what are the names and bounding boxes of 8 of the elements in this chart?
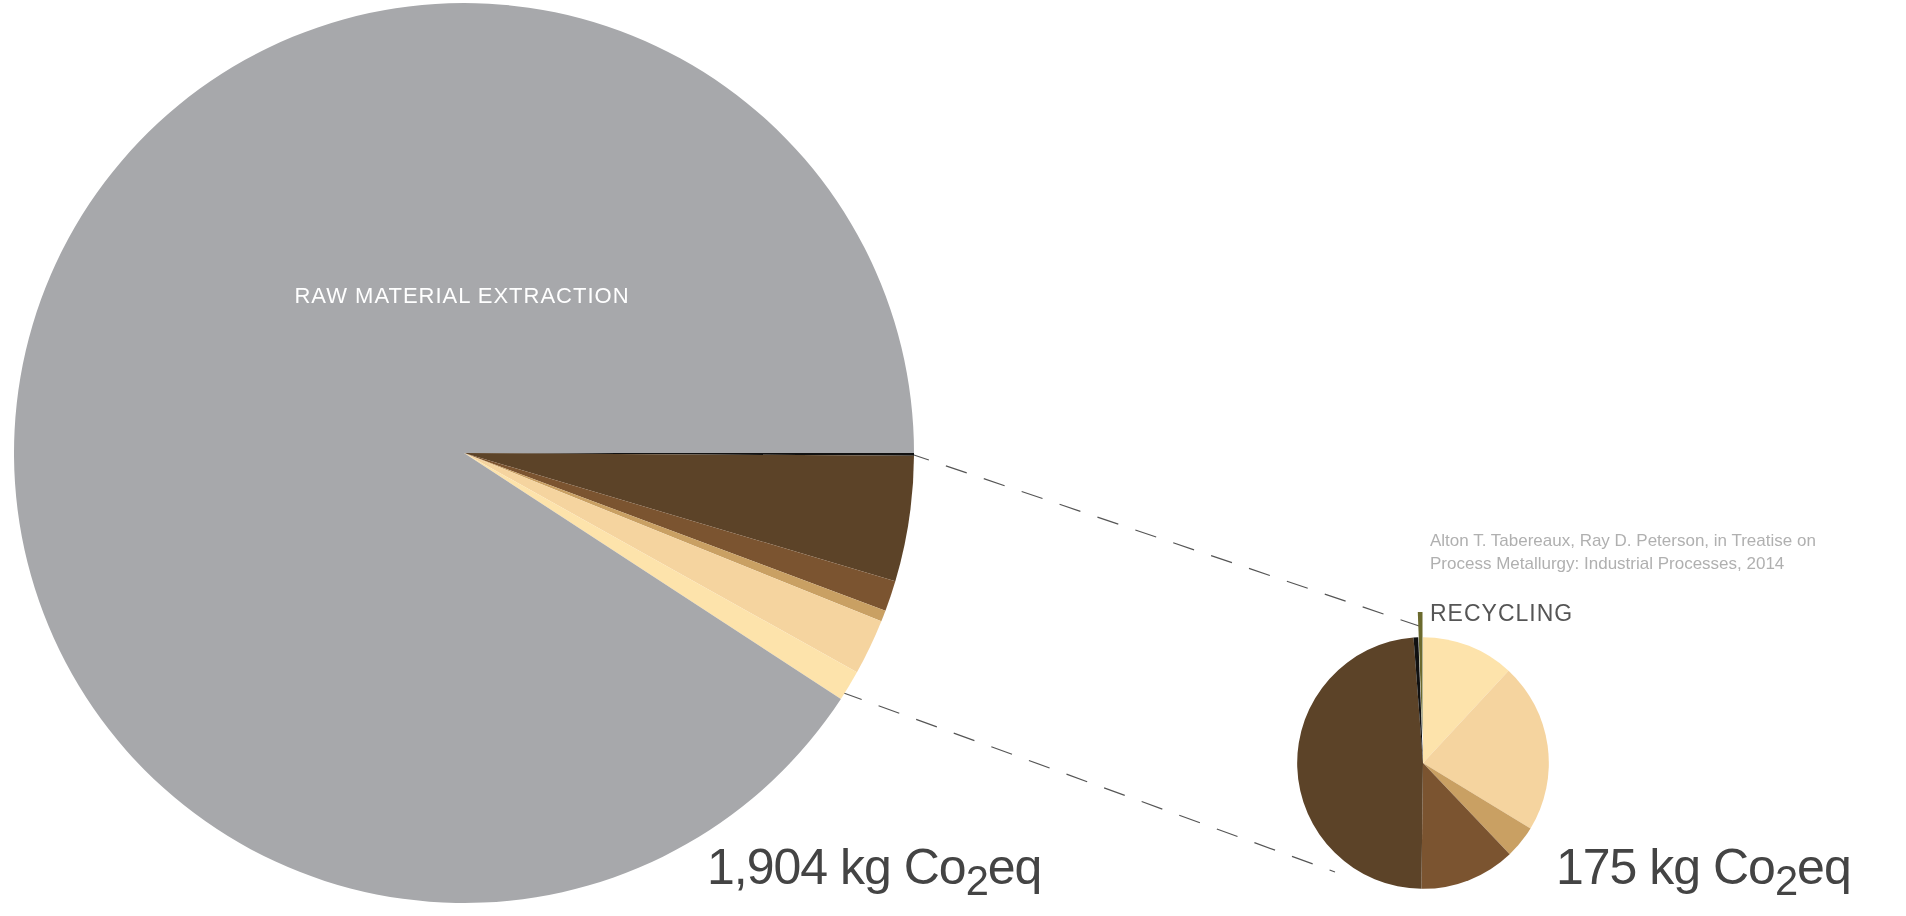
pie-slice [464, 453, 914, 582]
pie-slice [464, 453, 882, 673]
text: 1,904 kg Co$_{2}$eq [707, 838, 1042, 905]
text: 175 kg Co$_{2}$eq [1556, 838, 1851, 905]
slice-label: RECYCLING [1430, 600, 1574, 627]
slice-label: RAW MATERIAL EXTRACTION [294, 283, 630, 309]
text: Alton T. Tabereaux, Ray D. Peterson, in Treatise on Process Metallurgy: Industrial Processes, 2014 [1430, 530, 1817, 575]
pie-slice [464, 453, 857, 699]
